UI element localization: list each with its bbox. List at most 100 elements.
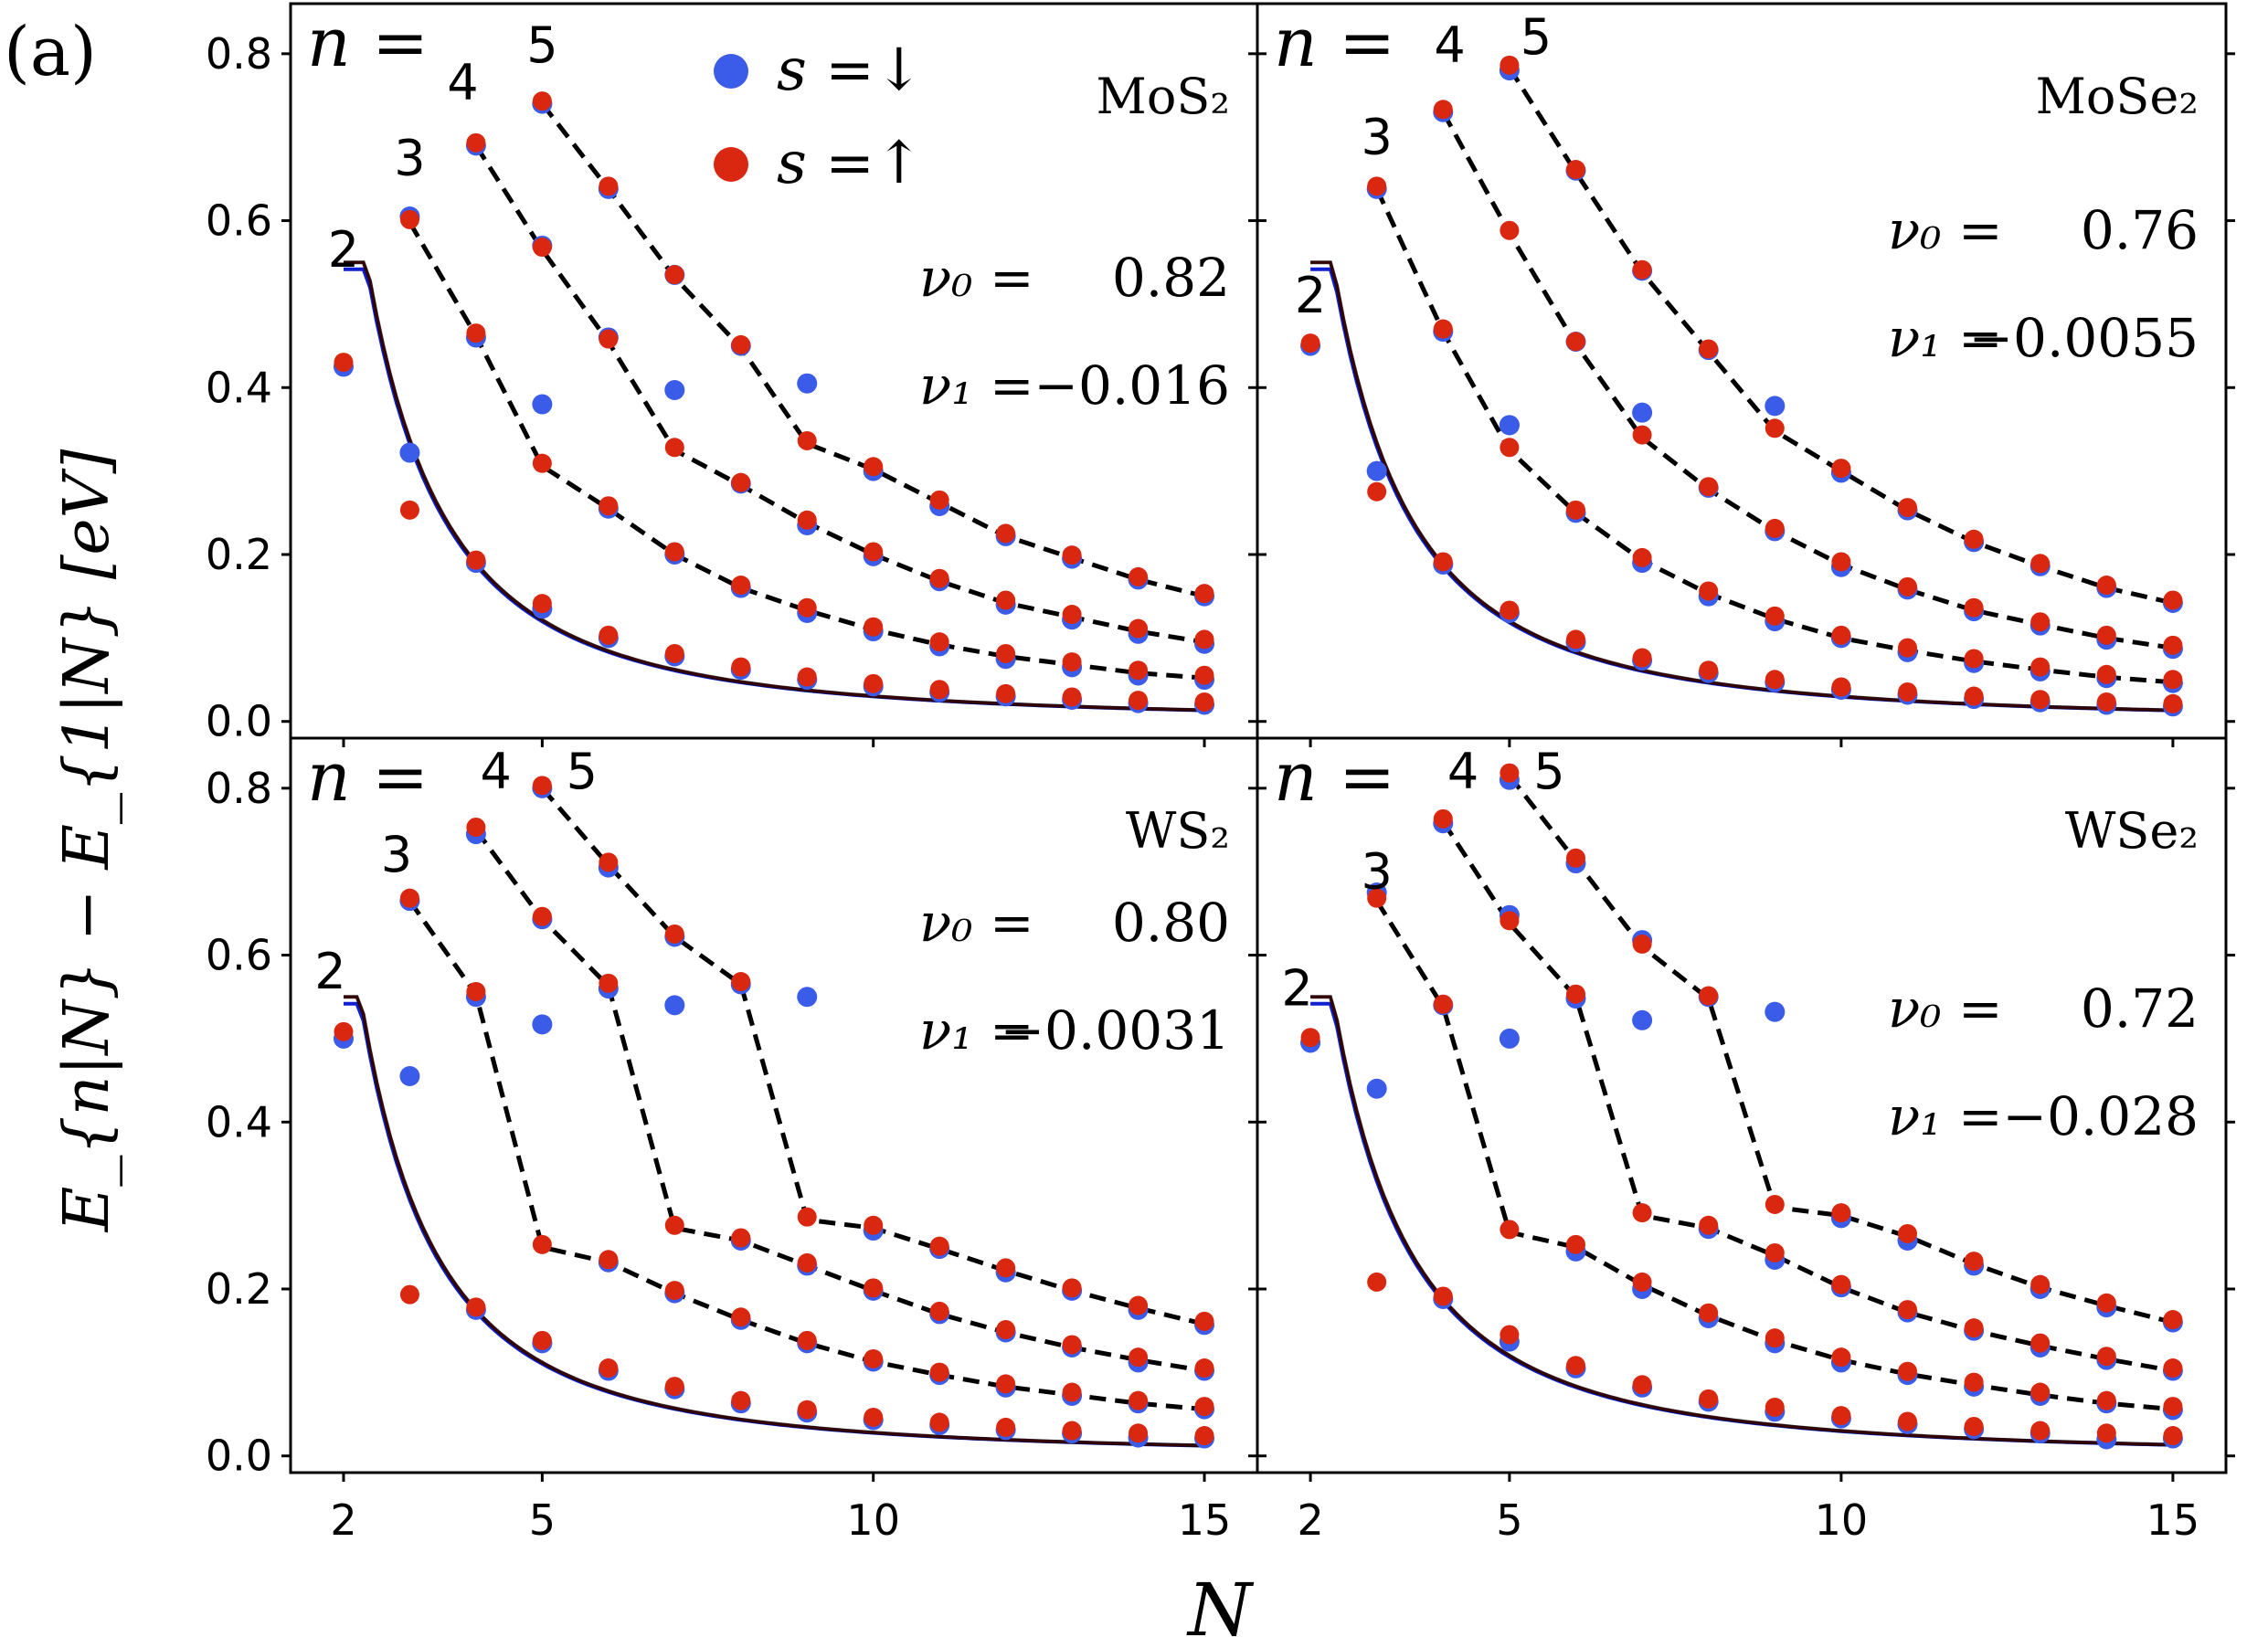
point-up bbox=[996, 590, 1016, 610]
point-up bbox=[731, 1228, 751, 1248]
panel-label: (a) bbox=[4, 13, 97, 91]
point-up bbox=[1194, 584, 1214, 604]
point-up bbox=[2163, 1426, 2183, 1446]
point-up bbox=[1898, 1300, 1918, 1320]
x-tick-label: 10 bbox=[1815, 1495, 1869, 1545]
state-label: 3 bbox=[394, 129, 425, 186]
point-up bbox=[1565, 160, 1585, 180]
point-up bbox=[532, 594, 552, 614]
point-up bbox=[1500, 220, 1520, 240]
point-down bbox=[664, 380, 685, 401]
point-up bbox=[1632, 1272, 1652, 1292]
point-up bbox=[1129, 1347, 1149, 1368]
nu1-value: −0.016 bbox=[1033, 354, 1230, 417]
point-up bbox=[399, 209, 419, 229]
nu1-value: −0.0055 bbox=[1968, 307, 2199, 369]
point-up bbox=[1129, 1390, 1149, 1410]
fit-curve bbox=[1310, 260, 2173, 713]
point-down bbox=[399, 442, 420, 463]
point-up bbox=[2163, 670, 2183, 690]
point-up bbox=[731, 472, 751, 492]
panel-frame bbox=[289, 736, 1259, 1474]
point-up bbox=[1367, 1272, 1387, 1292]
point-up bbox=[1632, 1203, 1652, 1223]
fit-curve-down bbox=[1310, 1001, 2173, 1447]
point-up bbox=[466, 550, 486, 570]
state-label: 4 bbox=[447, 54, 478, 111]
point-up bbox=[599, 852, 619, 872]
point-up bbox=[864, 1407, 884, 1427]
point-up bbox=[1300, 1028, 1320, 1048]
fit-curve bbox=[344, 995, 1205, 1448]
point-up bbox=[1433, 1286, 1453, 1306]
x-tick-label: 5 bbox=[1496, 1495, 1522, 1545]
point-up bbox=[864, 673, 884, 693]
point-up bbox=[1433, 994, 1453, 1014]
point-up bbox=[1898, 576, 1918, 597]
point-up bbox=[2163, 1358, 2183, 1379]
point-up bbox=[1831, 552, 1851, 572]
point-up bbox=[664, 924, 684, 944]
point-up bbox=[996, 523, 1016, 544]
state-label: 4 bbox=[1434, 16, 1465, 74]
point-up bbox=[1062, 605, 1082, 625]
point-up bbox=[532, 238, 552, 258]
point-up bbox=[1831, 1203, 1851, 1223]
point-down bbox=[1765, 1001, 1786, 1022]
y-tick-label: 0.4 bbox=[206, 1097, 272, 1146]
point-up bbox=[864, 457, 884, 477]
point-up bbox=[1129, 618, 1149, 639]
point-up bbox=[2096, 1390, 2116, 1410]
point-up bbox=[1194, 692, 1214, 712]
state-label: 3 bbox=[1362, 842, 1393, 900]
point-up bbox=[1699, 660, 1719, 681]
point-up bbox=[1062, 652, 1082, 672]
nu1-label: ν₁ = bbox=[919, 354, 1034, 417]
point-up bbox=[1367, 481, 1387, 502]
point-up bbox=[334, 1021, 354, 1041]
point-up bbox=[399, 500, 419, 520]
point-up bbox=[1062, 1278, 1082, 1298]
point-up bbox=[1632, 259, 1652, 280]
point-up bbox=[1565, 848, 1585, 868]
point-up bbox=[1300, 333, 1320, 354]
point-up bbox=[1194, 1358, 1214, 1379]
point-up bbox=[1129, 1295, 1149, 1315]
y-tick-label: 0.0 bbox=[206, 697, 272, 746]
point-up bbox=[2096, 625, 2116, 645]
x-tick-label: 15 bbox=[1178, 1495, 1232, 1545]
point-up bbox=[334, 353, 354, 373]
point-up bbox=[1964, 1318, 1984, 1338]
point-up bbox=[466, 323, 486, 343]
point-up bbox=[797, 1400, 817, 1420]
legend-marker-down bbox=[714, 54, 748, 89]
point-up bbox=[929, 568, 949, 588]
point-up bbox=[2030, 1382, 2051, 1402]
y-tick-label: 0.6 bbox=[206, 196, 272, 246]
point-up bbox=[532, 906, 552, 926]
point-up bbox=[864, 1348, 884, 1368]
x-tick-label: 2 bbox=[330, 1495, 356, 1545]
point-up bbox=[1433, 552, 1453, 572]
fit-curve-down bbox=[344, 1001, 1205, 1448]
point-down bbox=[1765, 396, 1786, 417]
point-up bbox=[1964, 597, 1984, 618]
point-up bbox=[797, 430, 817, 450]
point-up bbox=[532, 1330, 552, 1350]
y-tick-label: 0.2 bbox=[206, 1264, 272, 1314]
nu1-label: ν₁ = bbox=[1888, 307, 2003, 369]
x-tick-label: 2 bbox=[1297, 1495, 1323, 1545]
legend-marker-up bbox=[714, 147, 748, 182]
point-up bbox=[2096, 1347, 2116, 1367]
point-up bbox=[929, 1236, 949, 1256]
y-tick-label: 0.8 bbox=[206, 764, 272, 813]
fit-curve bbox=[344, 260, 1205, 713]
y-tick-label: 0.0 bbox=[206, 1431, 272, 1481]
point-up bbox=[1898, 681, 1918, 702]
point-up bbox=[1765, 518, 1785, 538]
point-up bbox=[797, 1207, 817, 1227]
point-up bbox=[2096, 576, 2116, 596]
point-up bbox=[2030, 1333, 2051, 1353]
point-up bbox=[731, 1390, 751, 1410]
point-up bbox=[1194, 1397, 1214, 1417]
